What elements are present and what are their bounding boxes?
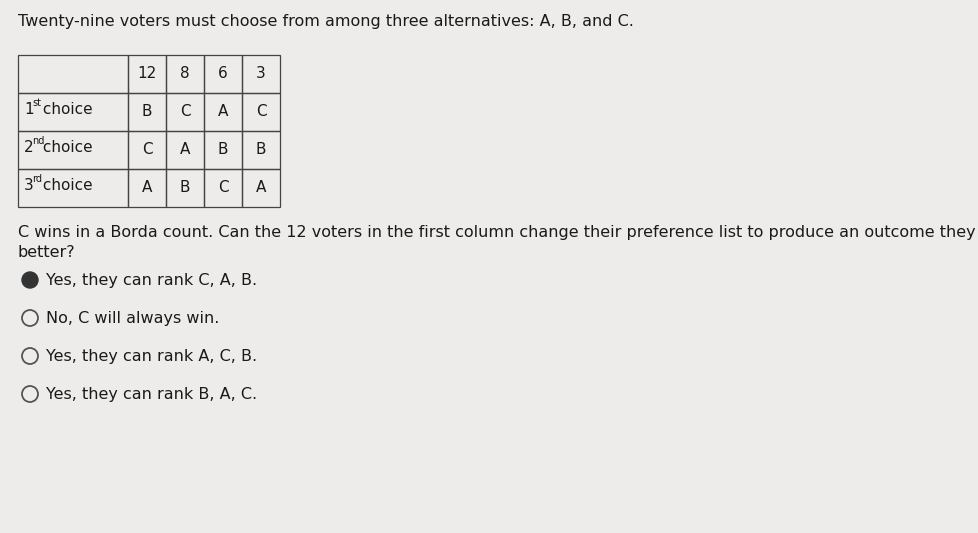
Bar xyxy=(166,169,203,207)
Bar xyxy=(18,169,128,207)
Bar xyxy=(242,169,280,207)
Text: nd: nd xyxy=(32,136,44,146)
Text: 6: 6 xyxy=(218,67,228,82)
Text: B: B xyxy=(255,142,266,157)
Bar xyxy=(242,93,280,131)
Text: B: B xyxy=(180,181,190,196)
Text: 3: 3 xyxy=(256,67,266,82)
Bar xyxy=(128,93,166,131)
Text: No, C will always win.: No, C will always win. xyxy=(46,311,219,326)
Text: 8: 8 xyxy=(180,67,190,82)
Text: 12: 12 xyxy=(137,67,156,82)
Text: 2: 2 xyxy=(24,141,33,156)
Bar xyxy=(18,93,128,131)
Text: better?: better? xyxy=(18,245,75,260)
Bar xyxy=(203,93,242,131)
Circle shape xyxy=(22,272,38,288)
Bar xyxy=(128,169,166,207)
Bar xyxy=(203,131,242,169)
Bar xyxy=(166,55,203,93)
Text: A: A xyxy=(255,181,266,196)
Bar xyxy=(128,131,166,169)
Bar xyxy=(18,55,128,93)
Text: C: C xyxy=(142,142,153,157)
Text: C: C xyxy=(255,104,266,119)
Bar xyxy=(242,131,280,169)
Bar xyxy=(166,131,203,169)
Text: 3: 3 xyxy=(24,179,33,193)
Bar xyxy=(242,55,280,93)
Text: rd: rd xyxy=(32,174,42,184)
Text: C wins in a Borda count. Can the 12 voters in the first column change their pref: C wins in a Borda count. Can the 12 vote… xyxy=(18,225,978,240)
Text: A: A xyxy=(142,181,152,196)
Text: B: B xyxy=(217,142,228,157)
Bar xyxy=(203,169,242,207)
Text: choice: choice xyxy=(38,102,93,117)
Text: C: C xyxy=(217,181,228,196)
Text: choice: choice xyxy=(38,141,93,156)
Bar xyxy=(128,55,166,93)
Text: Yes, they can rank C, A, B.: Yes, they can rank C, A, B. xyxy=(46,272,257,287)
Bar xyxy=(203,55,242,93)
Text: A: A xyxy=(180,142,190,157)
Text: C: C xyxy=(180,104,190,119)
Bar xyxy=(18,131,128,169)
Text: 1: 1 xyxy=(24,102,33,117)
Text: choice: choice xyxy=(38,179,93,193)
Text: Twenty-nine voters must choose from among three alternatives: A, B, and C.: Twenty-nine voters must choose from amon… xyxy=(18,14,633,29)
Text: Yes, they can rank A, C, B.: Yes, they can rank A, C, B. xyxy=(46,349,257,364)
Text: Yes, they can rank B, A, C.: Yes, they can rank B, A, C. xyxy=(46,386,257,401)
Text: st: st xyxy=(32,98,41,108)
Text: A: A xyxy=(217,104,228,119)
Circle shape xyxy=(25,275,35,285)
Bar xyxy=(166,93,203,131)
Text: B: B xyxy=(142,104,153,119)
